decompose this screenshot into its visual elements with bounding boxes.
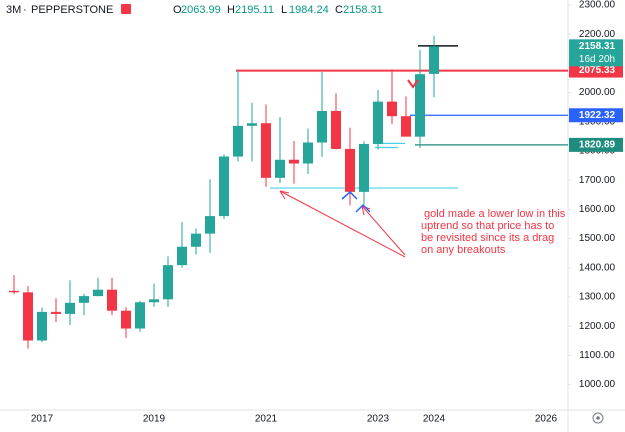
price-label-bg [569, 137, 623, 152]
candle-body [107, 289, 117, 311]
y-tick-label: 1500.00 [579, 233, 616, 244]
ohlc-value: 2158.31 [343, 4, 383, 16]
header-bg [0, 2, 290, 18]
candle-body [79, 296, 89, 303]
separator: · [23, 4, 27, 16]
ohlc-letter: O [173, 4, 182, 16]
arrow-line [279, 190, 406, 258]
settings-icon[interactable] [592, 412, 604, 424]
candle-body [387, 101, 397, 117]
candle-body [401, 116, 411, 137]
candle-body [415, 74, 425, 137]
candle-body [359, 143, 369, 192]
countdown: 16d 20h [579, 54, 615, 65]
candle-body [191, 233, 201, 247]
arrow-line [361, 205, 406, 256]
candle-body [289, 159, 299, 164]
candle-body [149, 299, 159, 303]
candle-body [37, 311, 47, 341]
candle-body [275, 159, 285, 178]
annotation-text: be revisited since its a drag [421, 232, 554, 244]
annotation-text: on any breakouts [421, 244, 506, 256]
y-tick-label: 1100.00 [579, 350, 615, 361]
candle-body [317, 110, 327, 143]
y-tick-label: 1700.00 [579, 175, 616, 186]
candle-body [93, 289, 103, 297]
candle-body [261, 123, 271, 178]
marker-up [341, 190, 358, 200]
candle-body [345, 148, 355, 192]
candle-body [177, 246, 187, 266]
y-tick-label: 2200.00 [579, 29, 616, 40]
x-tick-label: 2021 [255, 414, 278, 425]
x-tick-label: 2026 [535, 414, 558, 425]
price-label-bg [569, 108, 623, 123]
candle-body [121, 310, 131, 329]
y-tick-label: 2300.00 [579, 0, 616, 11]
y-tick-label: 2000.00 [579, 87, 616, 98]
candle-body [23, 292, 33, 341]
arrow-head [279, 190, 290, 200]
marker-up [355, 203, 371, 213]
candle-body [9, 290, 19, 293]
marker-down [407, 79, 419, 89]
y-tick-label: 1200.00 [579, 321, 616, 332]
y-tick-label: 1300.00 [579, 292, 616, 303]
settings-icon-dot [596, 416, 600, 420]
price-label: 1922.32 [579, 110, 616, 121]
ohlc-value: 1984.24 [289, 4, 329, 16]
annotation-text: gold made a lower low in this [421, 208, 566, 220]
price-label: 1820.89 [579, 140, 616, 151]
y-tick-label: 1600.00 [579, 204, 616, 215]
x-tick-label: 2017 [31, 414, 54, 425]
annotation-drawings [279, 79, 604, 424]
ohlc-value: 2195.11 [235, 4, 274, 16]
flag-icon[interactable] [121, 4, 131, 14]
candle-body [65, 302, 75, 314]
candle-body [233, 125, 243, 157]
candle-body [135, 302, 145, 329]
annotation-text: uptrend so that price has to [421, 220, 554, 232]
x-tick-label: 2023 [367, 414, 390, 425]
y-tick-label: 1000.00 [579, 379, 616, 390]
candle-body [219, 156, 229, 217]
candle-body [303, 142, 313, 164]
candle-body [51, 311, 61, 314]
y-tick-label: 1400.00 [579, 262, 616, 273]
ohlc-letter: C [335, 4, 343, 16]
candle-body [331, 110, 341, 149]
last-price-label: 2158.31 [579, 41, 616, 52]
timeframe: 3M [6, 4, 21, 16]
candle-body [205, 216, 215, 234]
candle-body [429, 46, 439, 74]
plot [9, 35, 568, 349]
x-tick-label: 2019 [143, 414, 166, 425]
header: 3M · PEPPERSTONE O 2063.99 H 2195.11 L 1984.2… [0, 2, 383, 18]
ohlc-value: 2063.99 [181, 4, 221, 16]
broker: PEPPERSTONE [31, 4, 113, 16]
price-label: 2075.33 [579, 65, 616, 76]
ohlc-letter: L [281, 4, 287, 16]
candle-body [373, 101, 383, 144]
price-label-bg [569, 63, 623, 78]
x-tick-label: 2024 [423, 414, 446, 425]
candle-body [247, 123, 257, 126]
last-price-bg [569, 39, 623, 67]
candle-body [163, 265, 173, 300]
ohlc-letter: H [227, 4, 235, 16]
